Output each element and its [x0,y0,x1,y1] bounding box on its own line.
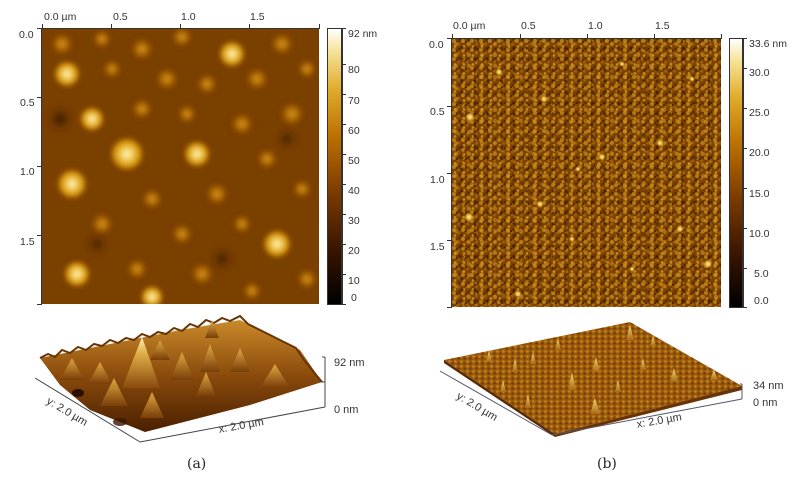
z-max-label-a: 92 nm [334,357,365,369]
y-tick [447,173,451,174]
cb-tick [743,38,747,39]
cb-tick [342,154,346,155]
surface-3d-b [444,322,742,434]
x-tick-label: 0.0 µm [44,11,77,23]
colorbar-tick-label: 20 [348,245,360,257]
colorbar-tick-label: 0 [351,292,357,304]
cb-tick [743,268,747,269]
x-tick [587,34,588,38]
x-tick [111,24,112,28]
x-tick-label: 0.5 [521,20,536,32]
panel-b-y-axis [451,38,452,308]
y-tick [447,38,451,39]
panel-b-x-axis [452,38,722,39]
colorbar-tick-label: 15.0 [749,188,770,200]
afm-height-map-a [42,29,319,304]
colorbar-tick-label: 25.0 [749,107,770,119]
z-min-label-b: 0 nm [753,397,778,409]
cb-tick [342,304,346,305]
cb-tick [342,124,346,125]
cb-tick [342,184,346,185]
y-axis-3d-a [34,377,141,443]
cb-tick [342,28,346,29]
x-tick [452,34,453,38]
y-tick [37,166,41,167]
cb-tick [342,94,346,95]
z-max-label-b: 34 nm [753,380,784,392]
colorbar-a-axis [342,28,343,305]
cb-tick [743,228,747,229]
colorbar-tick-label: 40 [348,185,360,197]
cb-tick [342,64,346,65]
y-tick-label: 1.5 [430,241,445,253]
colorbar-b-axis [743,38,744,308]
colorbar-b [729,38,743,308]
x-tick-label: 1.0 [588,20,603,32]
cb-tick [342,214,346,215]
cb-tick [342,244,346,245]
y-tick-label: 0.0 [429,39,444,51]
y-tick [37,304,41,305]
cb-tick [743,307,747,308]
x-tick [180,24,181,28]
colorbar-a [327,28,342,305]
x-axis-3d-a [139,406,326,443]
colorbar-tick-label: 70 [348,95,360,107]
y-tick [447,240,451,241]
colorbar-tick-label: 50 [348,155,360,167]
x-tick [520,34,521,38]
cb-tick [743,148,747,149]
x-tick-label: 1.5 [250,11,265,23]
colorbar-tick-label: 20.0 [749,147,770,159]
colorbar-tick-label: 60 [348,125,360,137]
x-tick [721,34,722,38]
colorbar-tick-label: 5.0 [754,268,769,280]
y-tick-label: 0.5 [20,97,35,109]
caption-b: (b) [597,456,617,472]
y-axis-3d-b [439,370,553,436]
cb-tick [743,188,747,189]
afm-height-map-b [452,39,721,307]
z-min-label-a: 0 nm [334,404,359,416]
cb-tick [743,68,747,69]
x-tick [249,24,250,28]
colorbar-tick-label: 30 [348,215,360,227]
x-tick-label: 1.0 [181,11,196,23]
colorbar-max-label: 33.6 nm [749,38,787,50]
cb-tick [743,108,747,109]
x-axis-3d-b [551,398,743,436]
y-tick-label: 1.0 [430,174,445,186]
panel-a-y-axis [41,28,42,305]
x-tick-label: 0.5 [113,11,128,23]
y-tick [447,106,451,107]
cb-tick [342,274,346,275]
colorbar-tick-label: 0.0 [754,295,769,307]
y-tick-label: 0.0 [19,29,34,41]
colorbar-max-label: 92 nm [348,28,378,40]
y-tick-label: 1.5 [20,236,35,248]
colorbar-tick-label: 10.0 [749,228,770,240]
y-tick [37,97,41,98]
x-tick [654,34,655,38]
x-tick-label: 1.5 [655,20,670,32]
caption-a: (a) [187,456,207,472]
y-tick-label: 0.5 [430,106,445,118]
x-tick [319,24,320,28]
y-tick [37,28,41,29]
y-tick [447,307,451,308]
colorbar-tick-label: 30.0 [749,67,770,79]
x-tick [42,24,43,28]
colorbar-tick-label: 10 [348,275,360,287]
y-tick [37,235,41,236]
colorbar-tick-label: 80 [348,64,360,76]
y-tick-label: 1.0 [20,166,35,178]
x-tick-label: 0.0 µm [453,20,486,32]
